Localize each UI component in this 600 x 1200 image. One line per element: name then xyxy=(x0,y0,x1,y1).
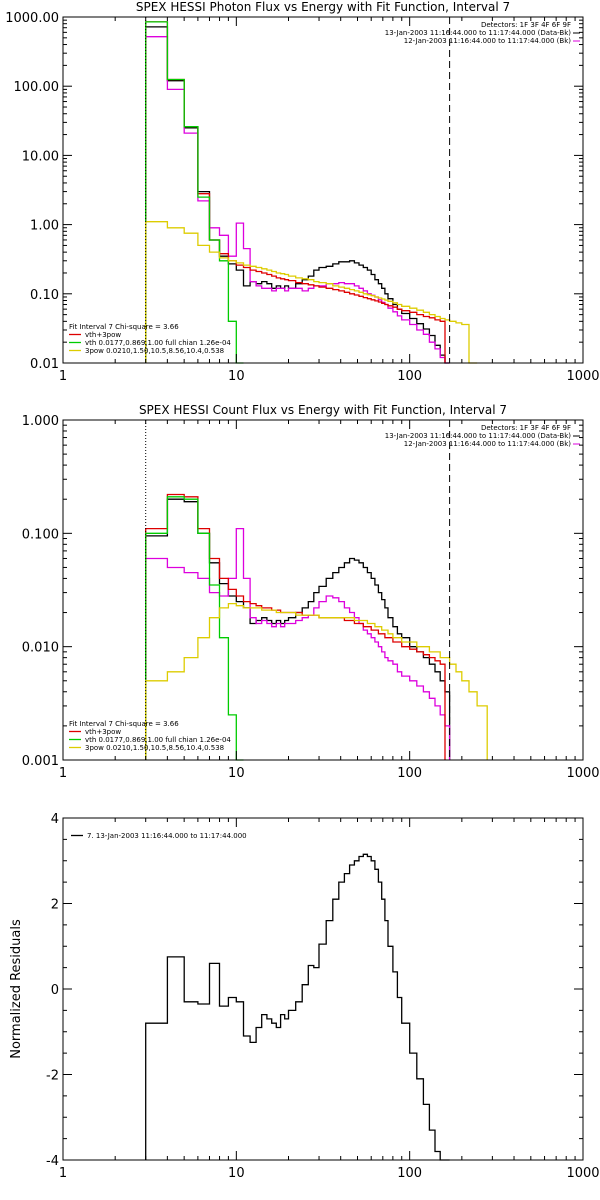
chart-1-series-group xyxy=(145,21,478,364)
chart-1-xtick-label: 1 xyxy=(59,369,67,384)
chart-1-legend-label: vth 0.0177,0.869,1.00 full chian 1.26e-0… xyxy=(85,339,231,347)
chart-1-series-1-line xyxy=(145,36,450,364)
chart-2-xtick-label: 1 xyxy=(59,766,67,781)
chart-2-series-1-line xyxy=(145,527,451,760)
chart-1-ytick-label: 0.01 xyxy=(30,357,59,372)
chart-2-header-line: Detectors: 1F 3F 4F 6F 9F xyxy=(481,424,571,432)
chart-2-legend-label: vth 0.0177,0.869,1.00 full chian 1.26e-0… xyxy=(85,736,231,744)
chart-1-series-3-line xyxy=(145,21,244,364)
chart-3-series-group xyxy=(145,853,450,1161)
chart-2-frame xyxy=(62,419,584,761)
chart-3-xtick-label: 1000 xyxy=(566,1166,599,1181)
chart-2-ytick-label: 0.001 xyxy=(22,754,59,769)
chart-2-ytick-label: 0.100 xyxy=(22,527,59,542)
chart-3-ylabel: Normalized Residuals xyxy=(9,919,24,1059)
chart-2-series-3-line xyxy=(145,496,244,761)
chart-2-xtick-label: 10 xyxy=(228,766,245,781)
chart-1-xtick-label: 100 xyxy=(397,369,422,384)
chart-1-header-line: Detectors: 1F 3F 4F 6F 9F xyxy=(481,21,571,29)
chart-3-xtick-label: 1 xyxy=(59,1166,67,1181)
chart-2-xtick-label: 1000 xyxy=(566,766,599,781)
chart-3-series-0-line xyxy=(145,853,450,1161)
chart-3-ytick-label: 2 xyxy=(51,898,59,913)
chart-1-series-4-line xyxy=(145,221,478,364)
chart-1-legend-label: vth+3pow xyxy=(85,331,121,339)
chart-2-header-line: 12-Jan-2003 11:16:44.000 to 11:17:44.000… xyxy=(404,440,572,448)
chart-3-ytick-label: -2 xyxy=(46,1069,59,1084)
chart-3-ytick-label: -4 xyxy=(46,1154,59,1169)
chart-3-ytick-label: 0 xyxy=(51,983,59,998)
chart-2-xtick-label: 100 xyxy=(397,766,422,781)
chart-1-ytick-label: 10.00 xyxy=(22,149,59,164)
chart-2-series-4-line xyxy=(145,602,488,760)
chart-2-ytick-label: 1.000 xyxy=(22,414,59,429)
chart-1-title: SPEX HESSI Photon Flux vs Energy with Fi… xyxy=(136,0,510,14)
chart-2-title: SPEX HESSI Count Flux vs Energy with Fit… xyxy=(139,403,507,417)
chart-1-header-line: 13-Jan-2003 11:16:44.000 to 11:17:44.000… xyxy=(385,29,572,37)
chart-2-legend-title: Fit Interval 7 Chi-square = 3.66 xyxy=(69,720,179,728)
chart-1-ytick-label: 1.00 xyxy=(30,219,59,234)
chart-3-ytick-label: 4 xyxy=(51,812,59,827)
chart-1-frame xyxy=(62,16,584,364)
chart-1-legend-title: Fit Interval 7 Chi-square = 3.66 xyxy=(69,323,179,331)
chart-2-ytick-label: 0.010 xyxy=(22,641,59,656)
chart-3-xtick-label: 100 xyxy=(397,1166,422,1181)
chart-1-series-2-line xyxy=(145,21,446,363)
chart-1-xtick-label: 1000 xyxy=(566,369,599,384)
chart-1-header-line: 12-Jan-2003 11:16:44.000 to 11:17:44.000… xyxy=(404,37,572,45)
chart-1-xtick-label: 10 xyxy=(228,369,245,384)
chart-3-legend-label: 7. 13-Jan-2003 11:16:44.000 to 11:17:44.… xyxy=(87,832,247,840)
chart-1-ytick-label: 0.10 xyxy=(30,288,59,303)
chart-1-legend-label: 3pow 0.0210,1.50,10.5,8.56,10.4,0.538 xyxy=(85,347,224,355)
chart-1-ytick-label: 100.00 xyxy=(14,80,60,95)
chart-1-ytick-label: 1000.00 xyxy=(5,11,59,26)
chart-2-legend-label: 3pow 0.0210,1.50,10.5,8.56,10.4,0.538 xyxy=(85,744,224,752)
chart-2-legend-label: vth+3pow xyxy=(85,728,121,736)
chart-3-xtick-label: 10 xyxy=(228,1166,245,1181)
chart-2-series-0-line xyxy=(145,498,451,760)
chart-2-series-group xyxy=(145,493,488,761)
chart-2-header-line: 13-Jan-2003 11:16:44.000 to 11:17:44.000… xyxy=(385,432,572,440)
